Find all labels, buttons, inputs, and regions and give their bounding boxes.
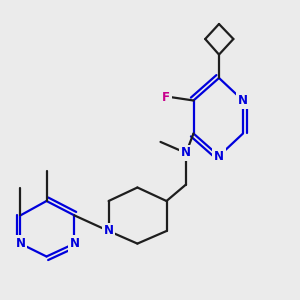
Text: N: N bbox=[15, 237, 26, 250]
Text: N: N bbox=[69, 237, 80, 250]
Text: N: N bbox=[103, 224, 114, 238]
Text: N: N bbox=[214, 149, 224, 163]
Text: N: N bbox=[238, 94, 248, 107]
Text: F: F bbox=[162, 91, 170, 104]
Text: N: N bbox=[181, 146, 191, 160]
